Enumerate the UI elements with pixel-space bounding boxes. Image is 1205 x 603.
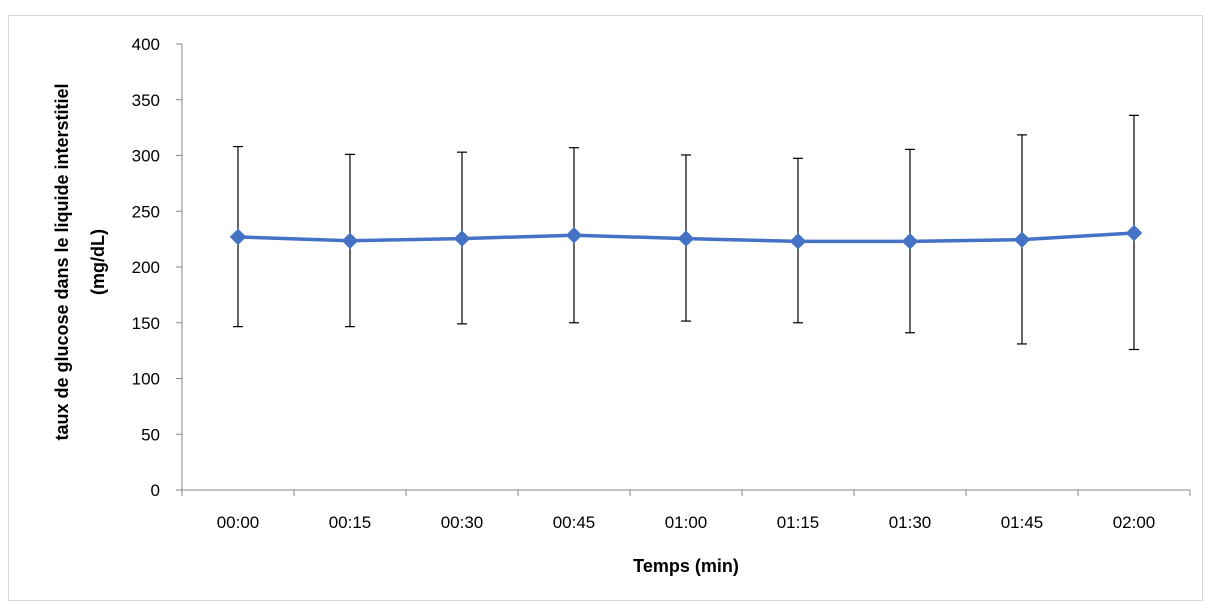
data-point-marker xyxy=(565,227,583,244)
y-tick-label: 0 xyxy=(151,481,160,500)
x-tick-label: 01:45 xyxy=(1001,513,1044,532)
series-group xyxy=(229,224,1143,250)
data-point-marker xyxy=(1125,224,1143,242)
y-tick-label: 300 xyxy=(132,147,160,166)
x-axis-title: Temps (min) xyxy=(633,556,739,576)
data-point-marker xyxy=(677,230,695,247)
y-axis: 0 50 100 150 200 250 300 350 400 xyxy=(132,35,183,500)
chart-frame xyxy=(8,15,1203,601)
x-tick-label: 02:00 xyxy=(1113,513,1156,532)
data-point-marker xyxy=(341,232,359,250)
data-point-marker xyxy=(901,233,919,250)
x-tick-label: 00:15 xyxy=(329,513,372,532)
x-tick-label: 01:15 xyxy=(777,513,820,532)
y-tick-label: 350 xyxy=(132,91,160,110)
y-axis-title-line-2: (mg/dL) xyxy=(88,229,108,295)
x-tick-label: 01:00 xyxy=(665,513,708,532)
data-point-marker xyxy=(1013,231,1031,248)
x-tick-label: 00:30 xyxy=(441,513,484,532)
y-tick-label: 200 xyxy=(132,258,160,277)
y-axis-title: taux de glucose dans le liquide intersti… xyxy=(52,83,108,440)
data-point-marker xyxy=(229,228,247,246)
data-point-marker xyxy=(789,233,807,250)
data-point-marker xyxy=(453,230,471,247)
x-tick-label: 00:00 xyxy=(217,513,260,532)
y-tick-label: 150 xyxy=(132,314,160,333)
x-axis: 00:00 00:15 00:30 00:45 01:00 01:15 01:30 01:45… xyxy=(181,489,1191,532)
x-tick-label: 00:45 xyxy=(553,513,596,532)
y-tick-label: 50 xyxy=(141,425,160,444)
y-axis-title-line-1: taux de glucose dans le liquide intersti… xyxy=(52,83,72,440)
y-tick-label: 100 xyxy=(132,370,160,389)
y-tick-label: 400 xyxy=(132,35,160,54)
x-tick-label: 01:30 xyxy=(889,513,932,532)
y-tick-label: 250 xyxy=(132,202,160,221)
